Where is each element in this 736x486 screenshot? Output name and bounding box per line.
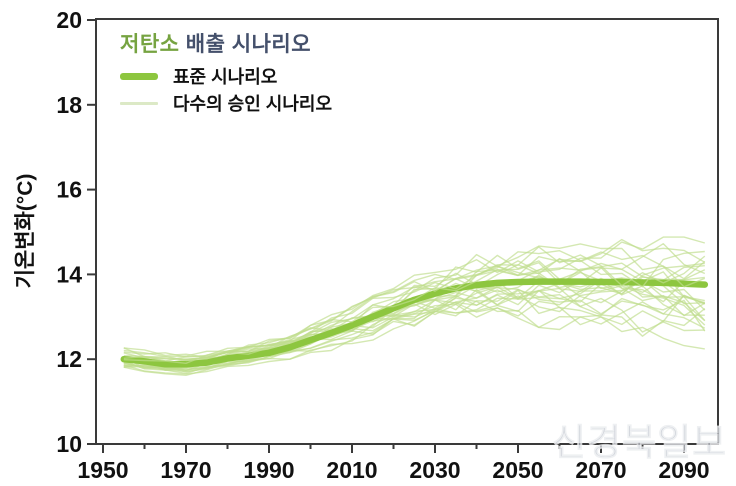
y-tick-label: 14	[56, 261, 82, 287]
x-tick-label: 1950	[77, 457, 128, 483]
thick-line-swatch-icon	[120, 72, 158, 80]
ensemble-line	[123, 243, 706, 359]
ensemble-line	[123, 242, 706, 366]
x-tick-label: 2090	[658, 457, 709, 483]
ensemble-line	[123, 289, 706, 373]
x-tick-label: 1970	[160, 457, 211, 483]
legend-label-ensemble: 다수의 승인 시나리오	[173, 94, 333, 114]
legend-item-ensemble: 다수의 승인 시나리오	[120, 94, 332, 114]
legend-title-green: 저탄소	[120, 33, 180, 56]
ensemble-line	[123, 251, 706, 364]
legend-title-dark: 배출 시나리오	[179, 33, 312, 56]
ensemble-line	[123, 288, 705, 375]
y-tick-label: 16	[56, 177, 82, 203]
x-tick-label: 2050	[492, 457, 543, 483]
legend-label-standard: 표준 시나리오	[173, 67, 278, 87]
y-tick-label: 10	[56, 431, 82, 457]
y-tick-label: 12	[56, 346, 82, 372]
x-tick-label: 1990	[243, 457, 294, 483]
y-tick-label: 20	[56, 7, 82, 33]
thin-line-swatch-icon	[120, 101, 158, 105]
y-tick-label: 18	[56, 92, 82, 118]
chart-legend: 저탄소 배출 시나리오 표준 시나리오 다수의 승인 시나리오	[120, 28, 332, 114]
legend-item-standard: 표준 시나리오	[120, 67, 332, 87]
legend-title: 저탄소 배출 시나리오	[120, 28, 332, 58]
plot-frame	[95, 18, 719, 445]
y-axis-label: 기온변화(°C)	[14, 173, 37, 289]
x-tick-label: 2030	[409, 457, 460, 483]
ensemble-line	[123, 249, 705, 359]
x-tick-label: 2070	[575, 457, 626, 483]
x-tick-label: 2010	[326, 457, 377, 483]
